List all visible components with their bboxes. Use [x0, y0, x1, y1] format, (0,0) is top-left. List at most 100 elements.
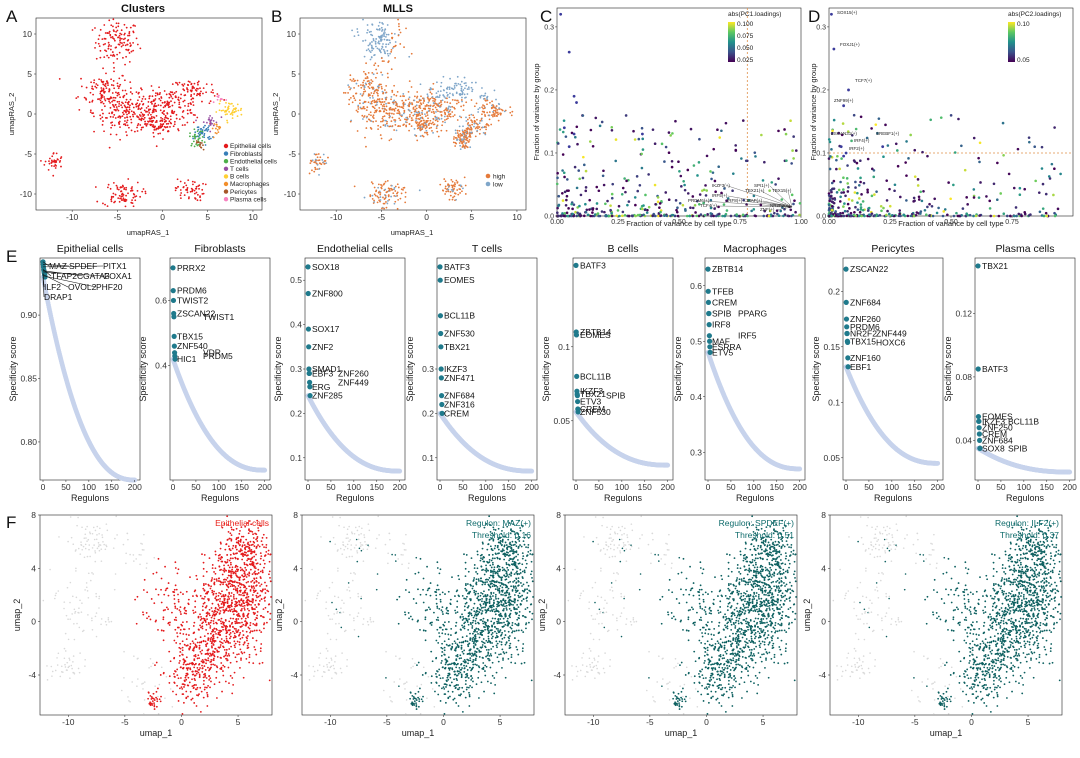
- cell-point: [150, 100, 153, 103]
- regulon-point: [658, 206, 661, 209]
- regulon-point: [890, 213, 894, 217]
- cell-point: [129, 91, 132, 93]
- low-point: [429, 87, 432, 89]
- cell-point: [126, 106, 129, 109]
- cell-point: [110, 45, 112, 47]
- high-point: [394, 44, 397, 47]
- cell-point: [154, 102, 157, 105]
- cell-point: [126, 124, 129, 127]
- cell-point: [168, 120, 171, 123]
- high-point: [415, 135, 418, 137]
- cell-point: [136, 124, 139, 127]
- high-point: [353, 97, 356, 100]
- regulon-point: [797, 466, 803, 472]
- regulon-point: [705, 189, 709, 192]
- cell-point: [118, 77, 121, 80]
- high-point: [387, 76, 389, 79]
- high-point: [359, 102, 361, 105]
- low-point: [355, 82, 358, 85]
- high-point: [451, 186, 454, 189]
- regulon-point: [768, 189, 771, 192]
- cell-point: [192, 104, 195, 107]
- low-point: [371, 23, 374, 26]
- legend-swatch: [485, 173, 491, 179]
- cell-point: [201, 130, 204, 133]
- high-point: [396, 183, 399, 186]
- high-point: [382, 196, 384, 199]
- cell-point: [193, 145, 196, 148]
- low-point: [503, 110, 506, 113]
- high-point: [472, 114, 475, 117]
- cell-point: [166, 112, 169, 114]
- cell-point: [107, 186, 109, 189]
- high-point: [387, 61, 390, 64]
- panel-c-ticks: 0.00 0.25 0.50 0.75 1.000.00.10.20.3: [544, 24, 808, 226]
- cell-point: [199, 195, 201, 198]
- cell-point: [198, 137, 201, 140]
- regulon-point: [604, 202, 607, 206]
- high-point: [420, 128, 423, 131]
- cell-point: [121, 74, 124, 77]
- cell-point: [162, 106, 165, 109]
- cell-point: [101, 94, 104, 97]
- regulon-point: [604, 213, 608, 217]
- cell-point: [193, 82, 196, 85]
- regulon-point: [827, 203, 831, 207]
- high-point: [388, 102, 391, 105]
- cell-point: [127, 178, 130, 180]
- regulon-point: [565, 211, 569, 215]
- high-point: [398, 28, 401, 31]
- high-point: [422, 102, 425, 104]
- low-point: [377, 84, 380, 87]
- high-point: [461, 190, 463, 193]
- regulon-point: [846, 209, 849, 213]
- regulon-point: [557, 194, 561, 198]
- cell-point: [93, 115, 95, 118]
- high-point: [393, 93, 396, 96]
- regulon-point: [853, 191, 857, 194]
- cell-point: [185, 189, 187, 191]
- top-regulon-point: [170, 297, 177, 304]
- x-tick-label: 200: [393, 482, 407, 492]
- cell-point: [231, 114, 234, 116]
- high-point: [323, 160, 326, 162]
- high-point: [456, 189, 459, 191]
- high-point: [450, 178, 453, 181]
- cell-point: [91, 29, 94, 31]
- high-point: [385, 122, 388, 125]
- high-point: [407, 91, 410, 93]
- low-point: [488, 114, 491, 117]
- cell-point: [190, 103, 192, 106]
- legend-label: Pericytes: [230, 189, 257, 196]
- cell-point: [187, 179, 190, 182]
- regulon-point: [595, 207, 599, 211]
- cell-point: [123, 104, 126, 107]
- regulon-point: [734, 148, 738, 152]
- regulon-point: [992, 182, 996, 186]
- high-point: [479, 119, 482, 122]
- high-point: [452, 138, 455, 140]
- regulon-point: [647, 173, 650, 176]
- regulon-point: [828, 167, 832, 171]
- high-point: [385, 109, 388, 112]
- regulon-point: [873, 214, 877, 217]
- regulon-point: [1012, 214, 1016, 218]
- cell-point: [122, 193, 125, 196]
- regulon-label: SPIB: [712, 309, 732, 319]
- high-point: [417, 101, 420, 104]
- rank-plot-ylabel: Specificity score: [405, 336, 415, 401]
- regulon-point: [979, 181, 982, 184]
- high-point: [473, 105, 476, 108]
- high-point: [452, 115, 455, 118]
- low-point: [459, 144, 462, 147]
- cell-point: [100, 79, 103, 81]
- legend-swatch: [223, 159, 229, 164]
- high-point: [364, 73, 367, 76]
- high-point: [386, 120, 388, 123]
- cell-point: [196, 144, 199, 147]
- regulon-point: [713, 179, 717, 183]
- high-point: [416, 91, 419, 93]
- cell-point: [183, 83, 186, 85]
- regulon-point: [914, 213, 918, 217]
